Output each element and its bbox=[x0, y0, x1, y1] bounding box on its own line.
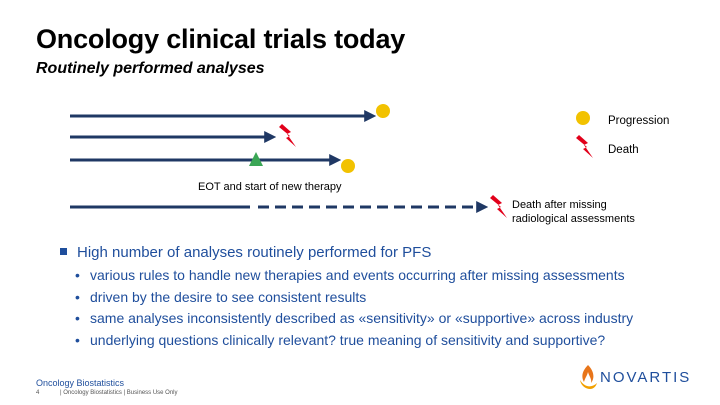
bullet-dot-icon: • bbox=[75, 331, 80, 348]
footer-note: | Oncology Biostatistics | Business Use … bbox=[60, 390, 178, 396]
sub-bullet-list: • various rules to handle new therapies a… bbox=[75, 265, 633, 351]
death-missing-label-line1: Death after missing bbox=[512, 199, 607, 211]
legend-progression-icon bbox=[576, 111, 590, 125]
legend-death-label: Death bbox=[608, 144, 639, 156]
progression-marker-2 bbox=[341, 159, 355, 173]
death-missing-marker bbox=[490, 195, 507, 218]
progression-marker-1 bbox=[376, 104, 390, 118]
list-item: • same analyses inconsistently described … bbox=[75, 308, 633, 330]
novartis-flame-icon bbox=[580, 365, 597, 389]
bullet-dot-icon: • bbox=[75, 310, 80, 326]
novartis-logo-text: NOVARTIS bbox=[600, 369, 692, 386]
bullet-dot-icon: • bbox=[75, 288, 80, 305]
legend-progression-label: Progression bbox=[608, 115, 669, 127]
list-item: • various rules to handle new therapies a… bbox=[75, 265, 633, 287]
footer-org-label: Oncology Biostatistics bbox=[36, 378, 125, 388]
death-marker-1 bbox=[279, 124, 296, 147]
page-title: Oncology clinical trials today bbox=[36, 24, 406, 54]
main-bullet-text: High number of analyses routinely perfor… bbox=[77, 244, 432, 261]
main-bullet: High number of analyses routinely perfor… bbox=[60, 244, 431, 261]
bullet-dot-icon: • bbox=[75, 267, 80, 283]
list-item: • underlying questions clinically relevan… bbox=[75, 330, 633, 352]
death-missing-label-line2: radiological assessments bbox=[512, 213, 635, 225]
square-bullet-icon bbox=[60, 247, 67, 255]
footer-page-number: 4 bbox=[36, 390, 40, 396]
page-subtitle: Routinely performed analyses bbox=[36, 60, 265, 77]
timeline-diagram: Progression Death EOT and start of new t… bbox=[70, 104, 669, 225]
eot-annotation: EOT and start of new therapy bbox=[198, 181, 342, 193]
legend-death-icon bbox=[576, 135, 593, 158]
eot-marker-triangle bbox=[249, 152, 263, 166]
list-item: • driven by the desire to see consistent … bbox=[75, 287, 633, 309]
